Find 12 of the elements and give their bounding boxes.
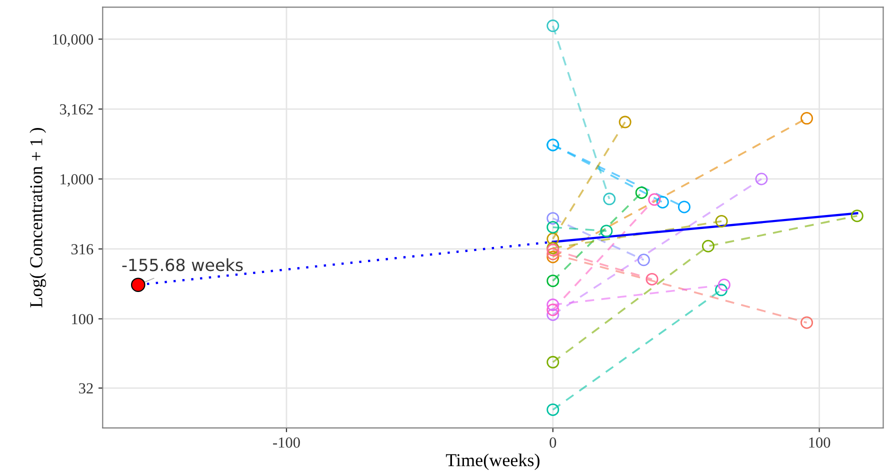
y-axis-title: Log( Concentration + 1 )	[30, 128, 46, 308]
x-axis-title: Time(weeks)	[446, 454, 540, 470]
y-tick-label: 32	[79, 383, 93, 394]
y-tick-label: 10,000	[52, 34, 94, 47]
x-tick-label: 0	[550, 437, 556, 448]
x-tick-label: -100	[273, 437, 300, 448]
annotation: -155.68 weeks	[122, 258, 243, 272]
y-tick-label: 1,000	[60, 174, 94, 187]
y-tick-label: 316	[71, 244, 94, 254]
x-tick-label: 100	[809, 437, 830, 448]
y-tick-label: 3,162	[60, 104, 93, 117]
y-tick-label: 100	[72, 314, 94, 324]
